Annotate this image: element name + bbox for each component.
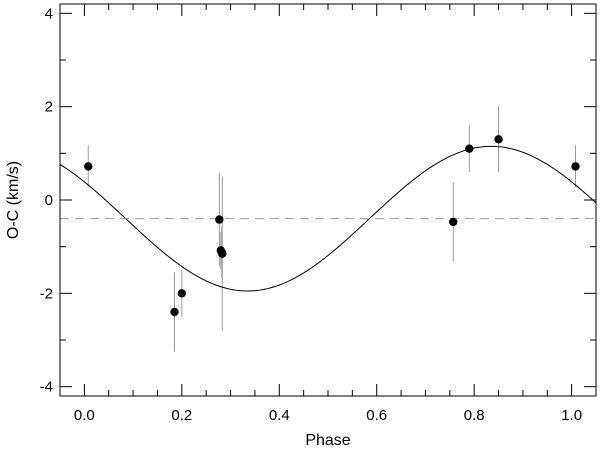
data-point: [177, 289, 187, 298]
x-tick-label: 0.8: [464, 407, 485, 424]
data-point: [449, 217, 458, 227]
data-point: [215, 215, 224, 224]
y-tick-label: -2: [40, 285, 53, 302]
errorbars-layer: [87, 106, 577, 352]
data-point: [465, 144, 474, 153]
x-tick-labels: 0.0 0.2 0.4 0.6 0.8 1.0: [74, 407, 582, 424]
data-point: [84, 162, 93, 171]
x-tick-label: 0.0: [74, 407, 95, 424]
y-tick-label: -4: [40, 379, 53, 396]
y-tick-labels: -4 -2 0 2 4: [40, 5, 53, 395]
fit-curve: [59, 145, 597, 292]
plot-frame: [59, 3, 597, 397]
y-tick-label: 0: [45, 192, 53, 209]
x-tick-label: 0.6: [366, 407, 387, 424]
data-point: [170, 307, 179, 317]
data-point: [218, 249, 227, 258]
y-axis-title: O-C (km/s): [5, 161, 22, 239]
x-tick-label: 0.4: [269, 407, 290, 424]
points-layer: [84, 135, 580, 317]
data-point: [494, 135, 503, 144]
y-tick-label: 2: [45, 99, 53, 116]
ticks-layer: [59, 4, 597, 396]
x-axis-title: Phase: [305, 432, 350, 449]
y-tick-label: 4: [45, 5, 53, 22]
x-tick-label: 0.2: [171, 407, 192, 424]
x-tick-label: 1.0: [561, 407, 582, 424]
data-point: [571, 162, 580, 171]
